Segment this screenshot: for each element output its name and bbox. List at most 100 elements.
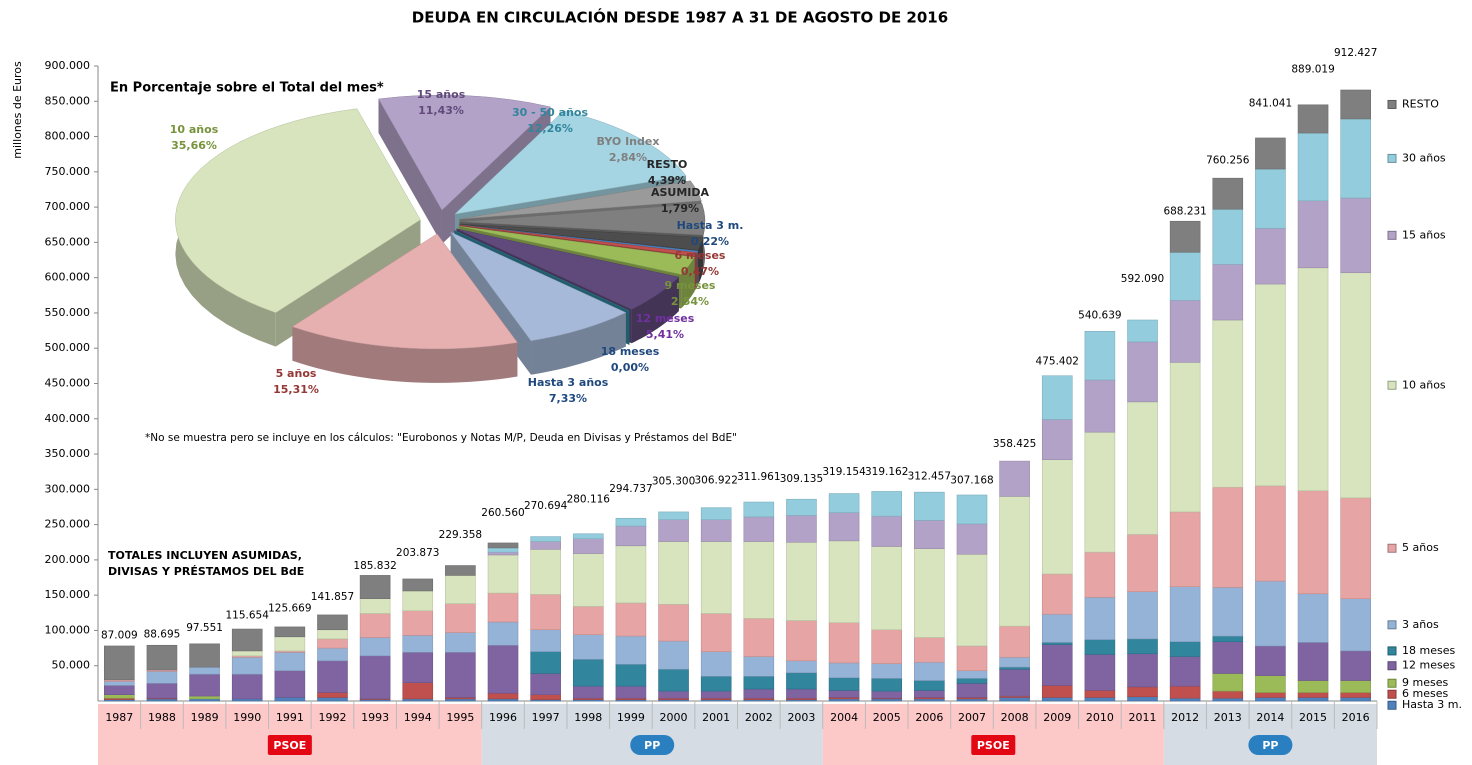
pie-label: RESTO	[647, 158, 688, 171]
bar-segment	[487, 692, 519, 700]
bar-segment	[956, 698, 988, 702]
bar-segment	[914, 661, 945, 681]
pie-label: 15 años	[417, 88, 466, 101]
x-tick-label: 1988	[148, 711, 176, 724]
bar-segment	[1340, 680, 1371, 693]
bar-segment	[658, 511, 689, 520]
bar-segment	[274, 670, 306, 698]
bar-segment	[828, 698, 860, 702]
pie-slice	[459, 224, 699, 253]
pie-side	[698, 237, 704, 285]
pie-side	[531, 312, 626, 375]
bar-segment	[871, 690, 903, 699]
bar-segment	[487, 542, 519, 549]
bar-segment	[1212, 208, 1244, 265]
legend-label: 18 meses	[1402, 644, 1455, 657]
bar-segment	[1212, 673, 1244, 692]
bar-segment	[828, 690, 860, 698]
bar-segment	[1169, 586, 1201, 643]
total-label: 306.922	[694, 474, 737, 486]
pie-value-label: 35,66%	[171, 139, 217, 152]
bar-segment	[1127, 341, 1158, 403]
bar-segment	[1127, 638, 1158, 655]
bar-segment	[1041, 697, 1073, 702]
pie-value-label: 0,47%	[681, 265, 719, 278]
legend-label: 9 meses	[1402, 676, 1448, 689]
bar-segment	[1297, 692, 1329, 698]
x-tick-label: 1999	[617, 711, 645, 724]
x-tick-label: 2007	[958, 711, 986, 724]
bar-segment	[1297, 267, 1329, 492]
bar-segment	[104, 694, 135, 699]
bar-segment	[104, 685, 135, 695]
total-label: 185.832	[353, 560, 396, 572]
party-label: PSOE	[977, 739, 1010, 752]
bar-segment	[445, 632, 476, 653]
x-tick-label: 2011	[1129, 711, 1157, 724]
bar-segment	[402, 652, 434, 683]
annotation: DIVISAS Y PRÉSTAMOS DEL BdE	[108, 565, 304, 578]
bar-segment	[104, 680, 135, 686]
x-tick-label: 2000	[660, 711, 688, 724]
x-tick-label: 2008	[1001, 711, 1029, 724]
bar-segment	[615, 545, 647, 604]
total-label: 280.116	[567, 493, 611, 505]
bar-segment	[189, 695, 220, 700]
legend-label: 10 años	[1402, 378, 1446, 391]
x-tick-label: 2004	[830, 711, 858, 724]
bar-segment	[359, 598, 391, 614]
bar-segment	[743, 541, 775, 619]
x-tick-label: 1997	[532, 711, 560, 724]
bar-segment	[999, 656, 1030, 668]
pie-value-label: 0,22%	[691, 235, 729, 248]
legend-label: 6 meses	[1402, 687, 1448, 700]
bar-segment	[530, 549, 561, 595]
bar-segment	[359, 613, 391, 638]
y-tick-label: 550.000	[45, 306, 91, 319]
bar-segment	[914, 690, 945, 698]
bar-segment	[530, 694, 561, 700]
bar-segment	[1041, 375, 1073, 420]
pie-value-label: 5,41%	[646, 328, 684, 341]
legend-label: 12 meses	[1402, 659, 1455, 672]
bar-segment	[871, 678, 903, 692]
party-badge	[630, 735, 675, 755]
bar-segment	[999, 668, 1030, 697]
bar-segment	[1255, 675, 1286, 693]
pie-value-label: 2,84%	[609, 151, 647, 164]
y-tick-label: 500.000	[45, 341, 91, 354]
bar-segment	[1340, 497, 1371, 599]
bar-segment	[658, 690, 689, 699]
bar-segment	[658, 640, 689, 670]
bar-segment	[231, 628, 263, 652]
bar-segment	[1212, 177, 1244, 210]
pie-slice	[450, 231, 627, 342]
bar-segment	[615, 602, 647, 637]
bar-segment	[1041, 613, 1073, 643]
legend-label: 15 años	[1402, 228, 1446, 241]
pie-label: 30 - 50 años	[512, 106, 588, 119]
bar-segment	[1255, 580, 1286, 647]
bar-segment	[1127, 534, 1158, 592]
total-label: 307.168	[950, 474, 993, 486]
bar-segment	[1255, 645, 1286, 676]
bar-segment	[487, 592, 519, 623]
bar-segment	[615, 635, 647, 665]
bar-segment	[1084, 639, 1116, 655]
bar-segment	[402, 698, 434, 702]
pie-value-label: 15,31%	[273, 383, 319, 396]
bar-segment	[402, 590, 434, 611]
bar-segment	[231, 650, 263, 657]
bar-segment	[1212, 690, 1244, 699]
bar-segment	[828, 540, 860, 623]
y-tick-label: 250.000	[45, 518, 91, 531]
bar-segment	[1297, 642, 1329, 681]
bar-segment	[743, 618, 775, 657]
bar-segment	[1340, 272, 1371, 499]
bar-segment	[317, 614, 348, 631]
bar-segment	[956, 645, 988, 671]
pie-slice	[459, 203, 706, 236]
bar-segment	[1255, 692, 1286, 698]
bar-segment	[274, 636, 306, 652]
y-tick-label: 700.000	[45, 200, 91, 213]
